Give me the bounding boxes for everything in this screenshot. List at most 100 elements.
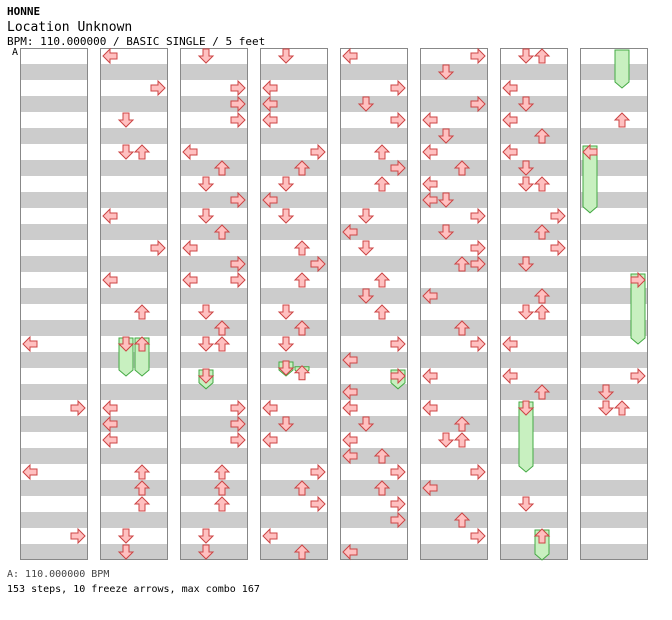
step-up-arrow-icon: [213, 336, 231, 352]
step-up-arrow-icon: [533, 48, 551, 64]
footer-bpm: A: 110.000000 BPM: [7, 569, 110, 580]
freeze-head-right-arrow-icon: [630, 271, 646, 289]
step-down-arrow-icon: [517, 48, 535, 64]
step-left-arrow-icon: [102, 415, 118, 433]
step-up-arrow-icon: [533, 304, 551, 320]
step-up-arrow-icon: [213, 160, 231, 176]
step-down-arrow-icon: [597, 400, 615, 416]
step-up-arrow-icon: [613, 112, 631, 128]
step-right-arrow-icon: [230, 79, 246, 97]
freeze-arrow-right: [390, 369, 406, 390]
freeze-arrow-down: [198, 369, 214, 390]
step-left-arrow-icon: [262, 431, 278, 449]
step-right-arrow-icon: [390, 511, 406, 529]
step-down-arrow-icon: [437, 432, 455, 448]
step-up-arrow-icon: [213, 224, 231, 240]
step-up-arrow-icon: [133, 480, 151, 496]
step-right-arrow-icon: [470, 207, 486, 225]
step-up-arrow-icon: [373, 480, 391, 496]
step-right-arrow-icon: [230, 399, 246, 417]
freeze-head-down-arrow-icon: [277, 360, 295, 376]
step-up-arrow-icon: [373, 272, 391, 288]
freeze-arrow-up: [534, 529, 550, 561]
step-right-arrow-icon: [470, 239, 486, 257]
freeze-head-down-arrow-icon: [197, 368, 215, 384]
freeze-arrow-down: [118, 337, 134, 377]
step-up-arrow-icon: [453, 432, 471, 448]
step-right-arrow-icon: [630, 367, 646, 385]
step-right-arrow-icon: [470, 463, 486, 481]
step-left-arrow-icon: [342, 47, 358, 65]
step-left-arrow-icon: [182, 143, 198, 161]
freeze-head-up-arrow-icon: [293, 365, 311, 381]
step-left-arrow-icon: [262, 95, 278, 113]
step-left-arrow-icon: [422, 191, 438, 209]
step-up-arrow-icon: [133, 464, 151, 480]
step-right-arrow-icon: [470, 335, 486, 353]
step-right-arrow-icon: [390, 335, 406, 353]
step-down-arrow-icon: [357, 416, 375, 432]
step-left-arrow-icon: [422, 367, 438, 385]
freeze-head-left-arrow-icon: [582, 143, 598, 161]
step-up-arrow-icon: [133, 144, 151, 160]
chart-column-7: [500, 48, 568, 560]
freeze-arrow-up: [134, 337, 150, 377]
step-down-arrow-icon: [197, 48, 215, 64]
step-right-arrow-icon: [390, 79, 406, 97]
step-left-arrow-icon: [502, 111, 518, 129]
step-left-arrow-icon: [342, 431, 358, 449]
step-up-arrow-icon: [453, 256, 471, 272]
step-down-arrow-icon: [517, 160, 535, 176]
chart-column-1: [20, 48, 88, 560]
step-left-arrow-icon: [502, 367, 518, 385]
step-up-arrow-icon: [453, 160, 471, 176]
step-down-arrow-icon: [197, 528, 215, 544]
chart-column-8: [580, 48, 648, 560]
freeze-arrow-up: [614, 49, 630, 89]
chart-column-5: [340, 48, 408, 560]
step-right-arrow-icon: [390, 495, 406, 513]
step-up-arrow-icon: [533, 128, 551, 144]
freeze-head-up-arrow-icon: [133, 336, 151, 352]
step-left-arrow-icon: [422, 111, 438, 129]
step-left-arrow-icon: [182, 239, 198, 257]
step-left-arrow-icon: [422, 175, 438, 193]
freeze-head-right-arrow-icon: [390, 367, 406, 385]
step-down-arrow-icon: [437, 128, 455, 144]
step-up-arrow-icon: [533, 384, 551, 400]
step-left-arrow-icon: [102, 207, 118, 225]
step-left-arrow-icon: [502, 143, 518, 161]
step-up-arrow-icon: [293, 272, 311, 288]
step-right-arrow-icon: [230, 111, 246, 129]
step-right-arrow-icon: [310, 463, 326, 481]
step-up-arrow-icon: [373, 176, 391, 192]
freeze-arrow-left: [582, 145, 598, 214]
chart-info: BPM: 110.000000 / BASIC SINGLE / 5 feet: [7, 35, 266, 48]
footer-summary: 153 steps, 10 freeze arrows, max combo 1…: [7, 584, 260, 595]
step-down-arrow-icon: [357, 288, 375, 304]
step-down-arrow-icon: [197, 544, 215, 560]
step-up-arrow-icon: [453, 416, 471, 432]
step-right-arrow-icon: [470, 527, 486, 545]
step-left-arrow-icon: [22, 463, 38, 481]
step-left-arrow-icon: [262, 527, 278, 545]
step-down-arrow-icon: [117, 144, 135, 160]
step-right-arrow-icon: [70, 527, 86, 545]
step-up-arrow-icon: [213, 464, 231, 480]
step-up-arrow-icon: [213, 320, 231, 336]
step-left-arrow-icon: [262, 111, 278, 129]
step-down-arrow-icon: [357, 96, 375, 112]
step-right-arrow-icon: [150, 79, 166, 97]
freeze-head-down-arrow-icon: [517, 400, 535, 416]
chart-column-3: [180, 48, 248, 560]
chart-column-4: [260, 48, 328, 560]
step-down-arrow-icon: [197, 176, 215, 192]
step-right-arrow-icon: [230, 415, 246, 433]
freeze-head-down-arrow-icon: [117, 336, 135, 352]
step-right-arrow-icon: [470, 95, 486, 113]
bpm-marker-line: [20, 50, 88, 51]
step-up-arrow-icon: [293, 160, 311, 176]
step-up-arrow-icon: [613, 400, 631, 416]
step-right-arrow-icon: [230, 191, 246, 209]
step-up-arrow-icon: [453, 512, 471, 528]
